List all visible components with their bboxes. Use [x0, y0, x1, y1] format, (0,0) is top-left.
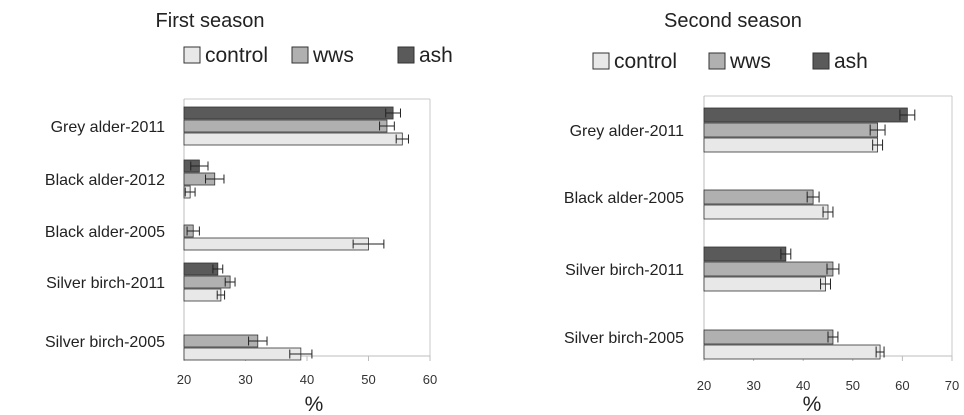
chart2-bar-wws: [703, 189, 814, 205]
chart1-category-label: Grey alder-2011: [51, 119, 166, 136]
chart1-bar-wws: [183, 275, 231, 289]
chart1-x-tick-label: 20: [177, 372, 191, 387]
chart1-legend-swatch-ash: [397, 46, 415, 64]
chart2-title: Second season: [664, 10, 802, 32]
chart1-bar-control: [183, 237, 369, 251]
chart1-legend-swatch-control: [183, 46, 201, 64]
chart1-bar-wws: [183, 119, 388, 133]
chart1-bar-control: [183, 132, 403, 146]
chart2-bar-control: [703, 276, 826, 292]
chart1-bar-wws: [183, 334, 259, 348]
chart2-x-tick-label: 30: [746, 378, 760, 393]
chart1-legend-label-wws: wws: [312, 44, 354, 67]
chart2-x-tick-label: 50: [846, 378, 860, 393]
chart2-category-label: Black alder-2005: [564, 190, 684, 207]
chart2-category-label: Silver birch-2011: [565, 262, 684, 279]
chart1-bar-control: [183, 347, 302, 361]
chart1-bar-control: [183, 288, 222, 302]
chart1-x-tick-label: 30: [238, 372, 252, 387]
chart2-bar-wws: [703, 122, 879, 138]
chart2-legend-label-control: control: [614, 50, 677, 73]
chart1-x-tick-label: 40: [300, 372, 314, 387]
chart2-x-tick-label: 20: [697, 378, 711, 393]
chart2-legend-swatch-control: [592, 52, 610, 70]
chart1-legend-label-control: control: [205, 44, 268, 67]
chart2-legend-label-ash: ash: [834, 50, 868, 73]
chart1-category-label: Black alder-2005: [45, 224, 165, 241]
chart1-category-label: Silver birch-2005: [45, 334, 165, 351]
chart2-bar-control: [703, 204, 829, 220]
chart1-bar-ash: [183, 106, 394, 120]
chart2-bar-ash: [703, 107, 908, 123]
chart2-x-tick-label: 60: [895, 378, 909, 393]
chart1-category-label: Black alder-2012: [45, 172, 165, 189]
chart1-x-tick-label: 60: [423, 372, 437, 387]
chart2-x-tick-label: 70: [945, 378, 959, 393]
chart2-category-label: Silver birch-2005: [564, 330, 684, 347]
chart2-bar-control: [703, 137, 879, 153]
chart2-bar-control: [703, 344, 881, 360]
chart2-bar-wws: [703, 329, 834, 345]
chart1-x-tick-label: 50: [361, 372, 375, 387]
chart2-x-tick-label: 40: [796, 378, 810, 393]
chart2-legend-swatch-ash: [812, 52, 830, 70]
chart1-legend-swatch-wws: [291, 46, 309, 64]
chart2-bar-wws: [703, 261, 834, 277]
chart2-bar-ash: [703, 246, 787, 262]
chart-marks: 20 30 40 50 60 Grey alder-2011 Black alder-201…: [45, 44, 959, 393]
chart2-category-label: Grey alder-2011: [570, 123, 685, 140]
chart2-legend-swatch-wws: [708, 52, 726, 70]
chart1-title: First season: [156, 10, 265, 32]
chart1-category-label: Silver birch-2011: [46, 275, 165, 292]
chart2-x-axis-label: %: [803, 393, 822, 415]
chart2-legend-label-wws: wws: [729, 50, 771, 73]
chart1-x-axis-label: %: [305, 393, 324, 415]
chart1-legend-label-ash: ash: [419, 44, 453, 67]
